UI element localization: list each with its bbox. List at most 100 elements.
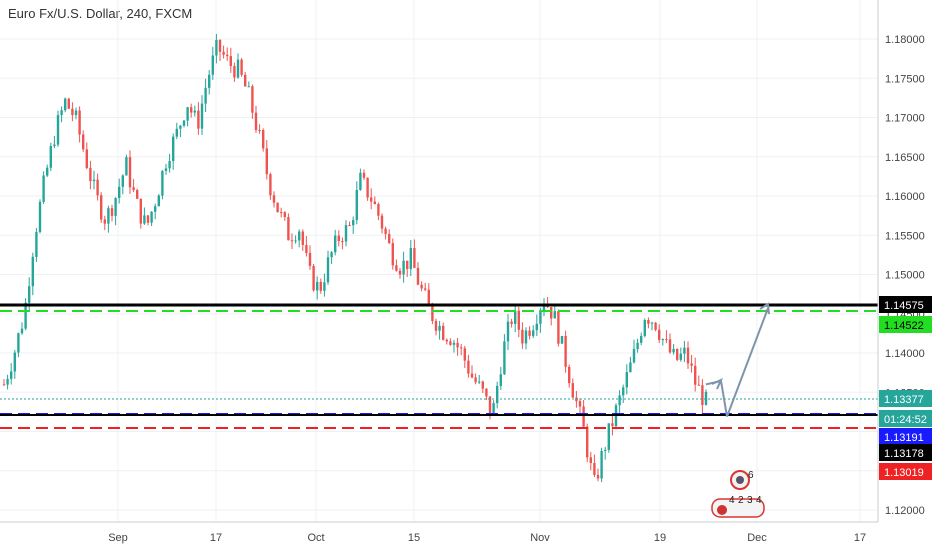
candle-body — [6, 378, 9, 385]
x-tick-label: Oct — [307, 532, 324, 544]
candle-body — [82, 134, 85, 150]
projection-arrow-3-head — [759, 302, 770, 315]
candle-body — [636, 342, 639, 350]
candle-body — [550, 307, 553, 319]
candle-body — [683, 347, 686, 354]
candle-body — [355, 189, 358, 221]
price-badge — [879, 296, 932, 313]
candle-body — [323, 282, 326, 291]
candle-body — [2, 384, 6, 386]
candle-body — [640, 335, 643, 343]
candle-body — [121, 175, 124, 187]
candle-body — [290, 240, 294, 242]
countdown-badge — [879, 410, 932, 427]
candle-body — [409, 248, 412, 270]
candle-body — [118, 186, 121, 199]
candle-body — [35, 231, 38, 257]
candle-body — [208, 74, 211, 88]
event-count: 2 — [738, 495, 744, 506]
price-badge — [879, 463, 932, 480]
candle-body — [535, 323, 538, 331]
candle-body — [492, 403, 495, 416]
candle-body — [319, 281, 322, 291]
projection-arrow-1-head — [711, 378, 723, 390]
candle-body — [53, 144, 56, 147]
price-badge-label: 1.13019 — [884, 467, 924, 479]
candle-body — [604, 449, 607, 451]
candle-body — [269, 174, 272, 196]
candle-body — [488, 396, 492, 416]
candle-body — [402, 260, 405, 275]
candle-body — [596, 474, 600, 479]
candle-body — [539, 310, 542, 324]
candle-body — [503, 341, 506, 375]
candle-body — [672, 348, 675, 353]
candle-body — [434, 321, 438, 331]
candle-body — [254, 112, 258, 131]
price-badge-label: 1.13377 — [884, 394, 924, 406]
candle-body — [71, 108, 74, 116]
candle-body — [452, 342, 456, 345]
candle-body — [658, 329, 661, 340]
candle-body — [395, 265, 398, 271]
candle-body — [287, 217, 290, 241]
candle-body — [499, 374, 502, 386]
candle-layer — [2, 33, 708, 483]
candle-body — [13, 352, 16, 372]
candle-body — [431, 303, 434, 322]
x-tick-label: 15 — [408, 532, 420, 544]
candle-body — [370, 197, 373, 202]
x-tick-label: 17 — [854, 532, 866, 544]
candle-body — [406, 260, 409, 270]
candle-body — [110, 208, 114, 216]
candle-body — [226, 54, 229, 57]
candle-body — [704, 391, 708, 405]
candle-body — [200, 103, 204, 129]
candle-body — [463, 348, 466, 361]
candle-body — [10, 371, 13, 379]
candle-body — [582, 406, 585, 427]
candle-body — [132, 187, 135, 191]
candle-body — [175, 128, 178, 137]
candle-body — [420, 284, 423, 289]
candle-body — [143, 215, 146, 224]
candle-body — [578, 401, 582, 407]
candle-body — [164, 168, 168, 171]
candle-body — [362, 172, 366, 178]
candle-body — [478, 381, 481, 383]
candle-body — [384, 228, 387, 234]
x-tick-label: Sep — [108, 532, 128, 544]
price-badge-label: 1.13178 — [884, 448, 924, 460]
candle-body — [38, 201, 42, 232]
candle-body — [521, 329, 524, 344]
candle-body — [20, 328, 24, 334]
candle-body — [470, 373, 474, 378]
candle-body — [398, 270, 402, 275]
price-badge-label: 1.14575 — [884, 300, 924, 312]
candle-body — [186, 107, 189, 121]
candle-body — [366, 177, 369, 198]
candle-body — [312, 265, 315, 291]
price-badge — [879, 316, 932, 333]
candle-body — [326, 257, 330, 283]
candle-body — [64, 98, 67, 111]
candle-body — [74, 110, 78, 116]
candle-body — [496, 385, 499, 404]
candle-body — [474, 377, 477, 383]
us-flag-icon — [717, 505, 727, 515]
candle-body — [416, 267, 420, 285]
candle-body — [92, 179, 96, 182]
candle-body — [161, 170, 164, 196]
projection-arrow-2 — [720, 380, 728, 417]
candle-body — [247, 86, 250, 88]
candle-body — [686, 347, 690, 364]
chart-title: Euro Fx/U.S. Dollar, 240, FXCM — [8, 6, 193, 21]
candle-body — [524, 330, 528, 344]
event-count: 4 — [756, 495, 762, 506]
candle-body — [607, 423, 610, 450]
candle-body — [622, 387, 625, 396]
candle-body — [233, 66, 236, 78]
candle-body — [593, 463, 596, 475]
